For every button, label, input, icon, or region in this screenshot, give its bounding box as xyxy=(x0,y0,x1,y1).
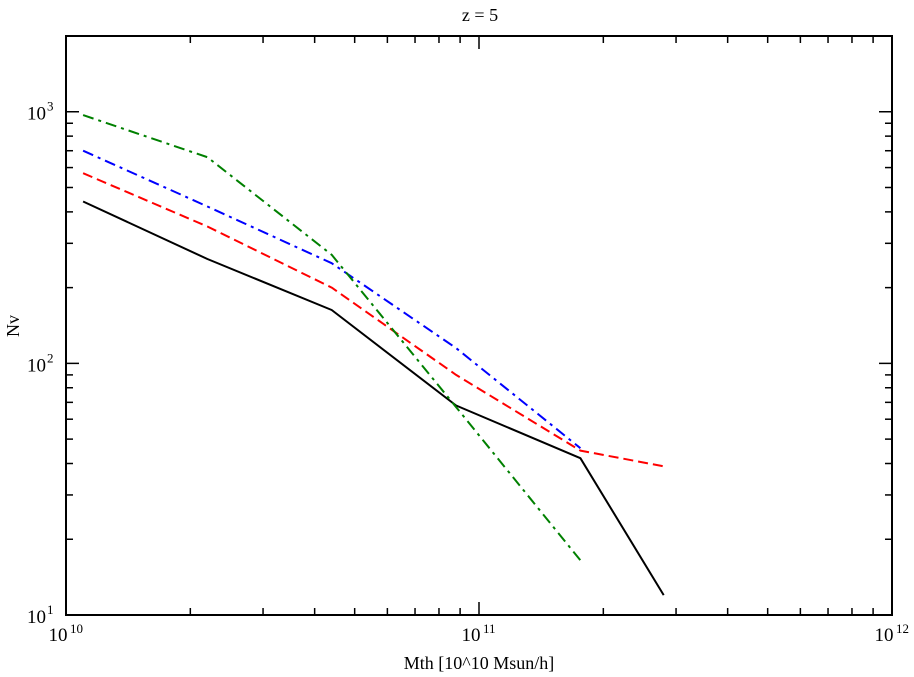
y-tick-label: 10 xyxy=(27,355,46,376)
series-line-4 xyxy=(82,114,582,561)
y-tick-label: 10 xyxy=(27,104,46,125)
x-tick-label-exponent: 11 xyxy=(483,621,496,636)
x-tick-label: 10 xyxy=(49,625,68,646)
x-axis-label: Mth [10^10 Msun/h] xyxy=(404,653,554,673)
x-tick-label-exponent: 12 xyxy=(896,621,909,636)
major-ticks xyxy=(65,36,892,616)
x-tick-label-exponent: 10 xyxy=(70,621,83,636)
chart-title: z = 5 xyxy=(462,5,498,25)
plot-frame xyxy=(65,35,893,616)
y-tick-label-exponent: 2 xyxy=(47,350,54,365)
minor-ticks xyxy=(66,35,892,615)
y-tick-label-exponent: 1 xyxy=(47,602,54,617)
series-layer xyxy=(82,114,665,596)
y-tick-label: 10 xyxy=(27,607,46,628)
x-tick-label: 10 xyxy=(875,625,894,646)
series-line-2 xyxy=(82,172,664,468)
series-line-3 xyxy=(82,149,582,449)
y-tick-label-exponent: 3 xyxy=(47,99,54,114)
x-tick-labels: 10 10 10 11 10 12 xyxy=(49,621,910,646)
y-axis-label: Nv xyxy=(3,315,23,337)
x-tick-label: 10 xyxy=(462,625,481,646)
series-line-1 xyxy=(82,200,665,596)
